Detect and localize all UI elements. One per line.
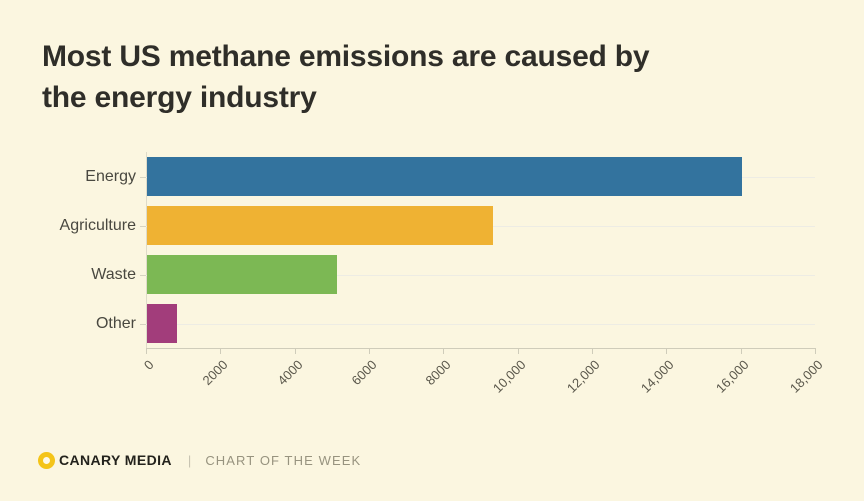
x-tick-mark	[815, 348, 816, 354]
chart-title: Most US methane emissions are caused by …	[42, 36, 650, 118]
chart-title-line-2: the energy industry	[42, 81, 317, 114]
x-tick-label: 2000	[199, 357, 231, 389]
x-tick-label: 0	[140, 357, 157, 373]
y-tick-waste	[140, 274, 146, 276]
plot-area: 0 2000 4000 6000 8000 10,000 12,000 14,000 16,00…	[140, 152, 826, 396]
x-tick-mark	[740, 348, 742, 354]
x-tick-label: 8000	[422, 357, 454, 389]
x-tick-mark	[666, 348, 668, 354]
x-tick-mark	[592, 348, 593, 354]
x-tick-label: 12,000	[563, 357, 603, 396]
y-tick-agriculture	[140, 225, 146, 227]
category-label-energy: Energy	[85, 167, 136, 185]
bar-other	[147, 304, 177, 343]
x-tick-mark	[220, 348, 222, 354]
x-tick-label: 4000	[274, 357, 306, 389]
x-tick-label: 16,000	[712, 357, 752, 396]
footer-attribution: CANARY MEDIA | CHART OF THE WEEK	[38, 450, 361, 470]
x-axis-line	[146, 348, 816, 349]
y-axis-spine	[146, 152, 147, 348]
x-tick-label: 14,000	[638, 357, 677, 396]
canary-media-logo-icon	[38, 451, 55, 469]
series-label: CHART OF THE WEEK	[205, 452, 362, 468]
x-tick-mark	[517, 348, 519, 354]
category-gridline-other	[146, 323, 815, 325]
y-axis-category-labels: Energy Agriculture Waste Other	[0, 152, 136, 348]
bar-agriculture	[147, 206, 493, 245]
x-tick-label: 18,000	[786, 357, 826, 396]
x-tick-mark	[443, 348, 445, 354]
footer-divider: |	[187, 452, 192, 468]
category-label-other: Other	[95, 314, 136, 332]
x-tick-mark	[369, 348, 370, 354]
bar-waste	[147, 255, 337, 294]
y-tick-other	[140, 323, 146, 325]
x-tick-label: 10,000	[489, 357, 529, 396]
y-tick-energy	[140, 176, 146, 178]
chart-title-line-1: Most US methane emissions are caused by	[42, 40, 650, 73]
category-label-waste: Waste	[91, 265, 136, 283]
x-tick-label: 6000	[348, 357, 380, 389]
brand-name: CANARY MEDIA	[59, 452, 172, 468]
x-tick-mark	[294, 348, 296, 354]
category-gridline-waste	[146, 274, 815, 276]
category-label-agriculture: Agriculture	[59, 216, 136, 234]
x-tick-mark	[146, 348, 147, 354]
bar-energy	[147, 157, 742, 196]
